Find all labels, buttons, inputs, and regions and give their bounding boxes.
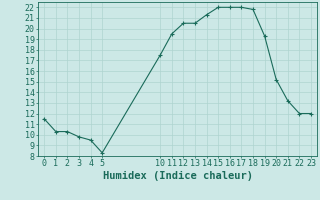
X-axis label: Humidex (Indice chaleur): Humidex (Indice chaleur) (103, 171, 252, 181)
